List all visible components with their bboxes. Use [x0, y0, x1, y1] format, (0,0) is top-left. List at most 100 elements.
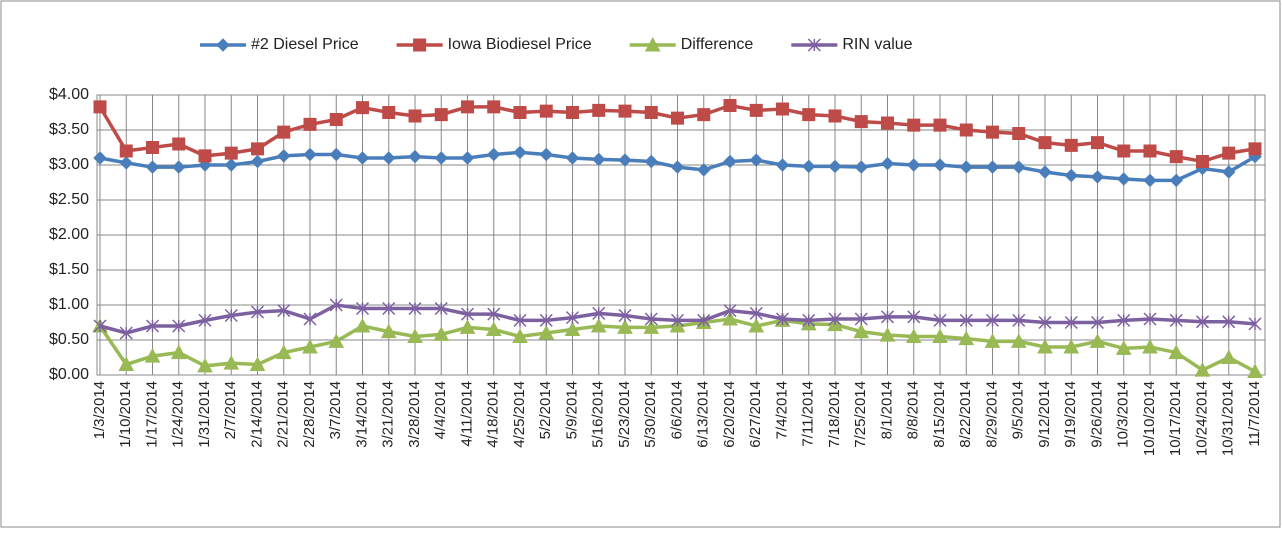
data-point	[644, 154, 658, 169]
data-point	[1169, 150, 1183, 164]
data-point	[933, 118, 947, 132]
data-point	[433, 326, 450, 341]
data-point	[722, 310, 738, 326]
legend-label: Difference	[681, 36, 754, 53]
data-point	[697, 163, 711, 177]
data-point	[145, 319, 160, 333]
legend-label: #2 Diesel Price	[251, 36, 359, 53]
data-point	[198, 149, 212, 163]
x-tick-label: 9/5/2014	[1010, 381, 1027, 439]
data-point	[277, 125, 291, 139]
x-tick-label: 9/19/2014	[1062, 381, 1079, 448]
data-point	[1090, 315, 1105, 330]
data-point	[382, 151, 396, 165]
legend-marker	[807, 38, 821, 52]
data-point	[618, 153, 632, 167]
data-point	[644, 106, 658, 119]
x-tick-label: 3/21/2014	[380, 381, 397, 448]
data-point	[1090, 170, 1105, 184]
x-tick-label: 7/18/2014	[826, 381, 843, 448]
data-point	[671, 111, 684, 125]
data-point	[172, 137, 186, 151]
legend-label: RIN value	[842, 36, 912, 53]
data-point	[984, 333, 1001, 348]
data-point	[434, 108, 448, 122]
data-point	[1169, 173, 1183, 188]
x-tick-label: 1/17/2014	[143, 381, 160, 448]
data-point	[223, 355, 240, 370]
x-tick-label: 3/28/2014	[406, 381, 423, 448]
data-point	[172, 319, 186, 333]
x-tick-label: 10/17/2014	[1167, 381, 1184, 456]
data-point	[907, 118, 921, 132]
data-point	[854, 115, 868, 129]
data-point	[643, 319, 660, 334]
data-point	[277, 304, 291, 318]
data-point	[485, 321, 502, 336]
data-point	[146, 141, 159, 154]
data-point	[302, 338, 318, 354]
x-tick-label: 6/20/2014	[721, 381, 738, 448]
data-point	[1222, 165, 1236, 179]
data-point	[93, 319, 107, 333]
data-point	[907, 310, 921, 324]
data-point	[985, 160, 1000, 174]
data-point	[1064, 138, 1078, 152]
data-point	[224, 308, 238, 323]
data-point	[460, 151, 475, 165]
y-tick-label: $1.50	[49, 261, 89, 278]
data-point	[881, 116, 894, 130]
data-point	[1143, 144, 1157, 158]
data-point	[1117, 172, 1131, 186]
data-point	[933, 158, 947, 172]
data-point	[564, 321, 581, 336]
legend-label: Iowa Biodiesel Price	[448, 36, 592, 53]
data-point	[539, 104, 553, 118]
data-point	[487, 100, 501, 114]
data-point	[249, 356, 266, 371]
x-tick-label: 9/26/2014	[1088, 381, 1105, 448]
data-point	[670, 313, 685, 327]
x-tick-label: 10/24/2014	[1193, 381, 1210, 456]
data-point	[566, 106, 579, 119]
data-point	[250, 305, 265, 319]
data-point	[1220, 349, 1237, 364]
data-point	[854, 160, 868, 174]
x-tick-label: 3/14/2014	[353, 381, 370, 448]
data-point	[828, 159, 842, 174]
data-point	[1117, 313, 1131, 327]
data-point	[1012, 127, 1026, 140]
data-point	[723, 304, 737, 318]
legend-marker	[644, 36, 661, 52]
data-point	[697, 108, 711, 122]
data-point	[723, 99, 737, 112]
x-tick-label: 2/21/2014	[275, 381, 292, 448]
data-point	[513, 313, 527, 327]
data-point	[1222, 146, 1236, 160]
data-point	[1143, 173, 1157, 188]
data-point	[1037, 338, 1053, 354]
data-point	[1091, 136, 1104, 150]
data-point	[145, 160, 160, 174]
data-point	[487, 307, 501, 321]
data-point	[275, 344, 292, 360]
data-point	[592, 306, 606, 320]
data-point	[959, 160, 973, 174]
data-point	[670, 160, 685, 174]
x-tick-label: 6/6/2014	[668, 381, 685, 439]
x-tick-label: 2/14/2014	[248, 381, 265, 448]
data-point	[828, 312, 842, 326]
data-point	[303, 147, 317, 162]
data-point	[802, 159, 816, 174]
data-point	[1168, 344, 1185, 360]
y-tick-label: $0.50	[49, 331, 89, 348]
data-point	[1038, 315, 1052, 330]
data-point	[723, 154, 737, 169]
data-point	[907, 158, 921, 172]
x-tick-label: 1/3/2014	[91, 381, 108, 439]
data-point	[592, 152, 606, 167]
data-point	[1196, 155, 1209, 168]
data-point	[590, 317, 607, 333]
data-point	[959, 123, 973, 137]
